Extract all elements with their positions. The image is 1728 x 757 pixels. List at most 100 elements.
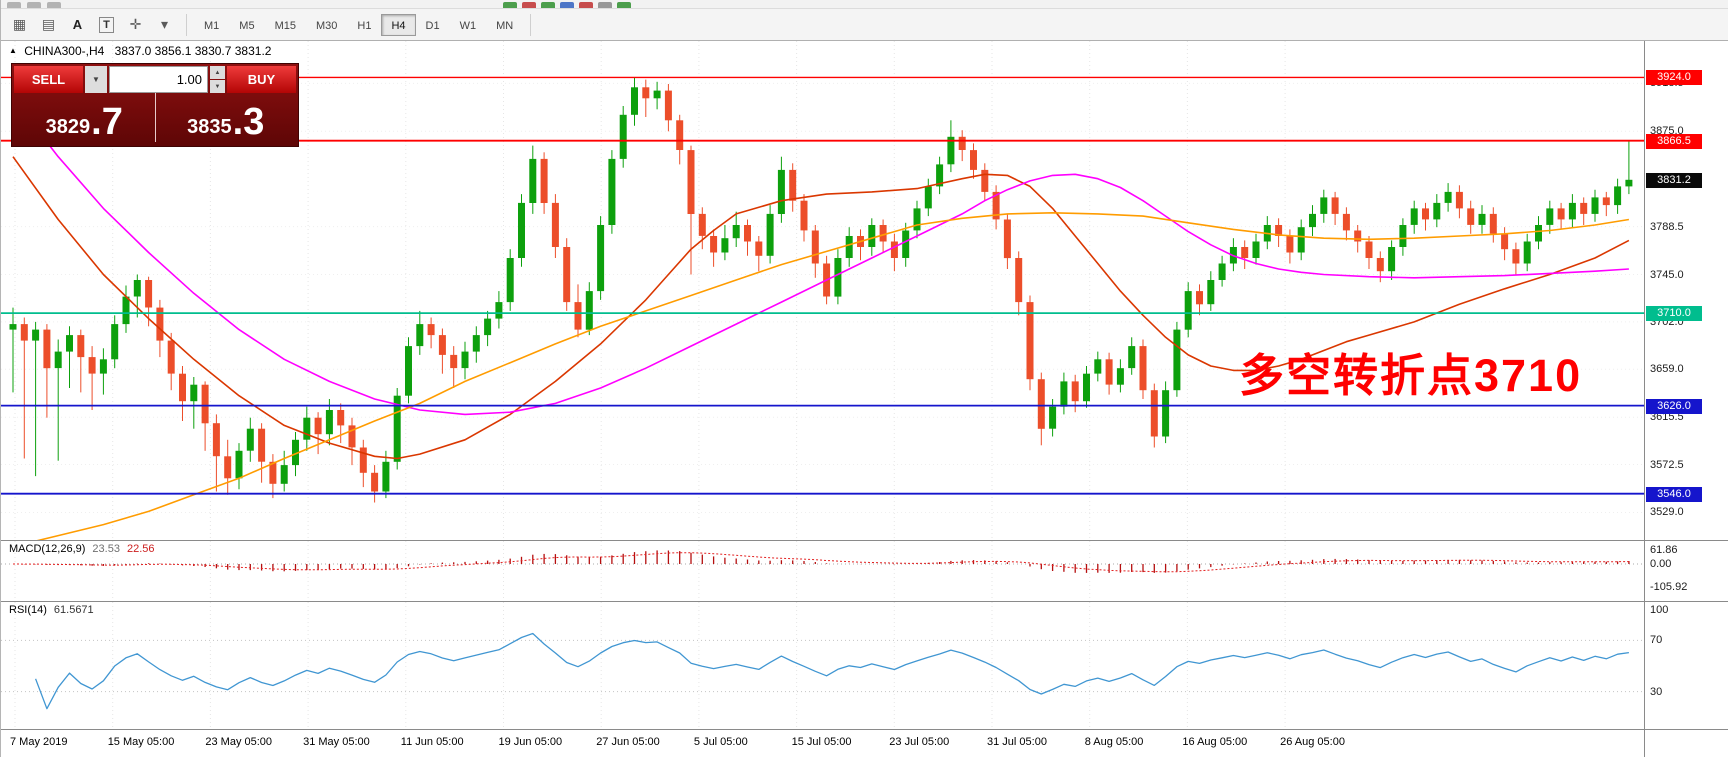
tools-dropdown-icon[interactable]: ▾: [160, 16, 169, 32]
timeframe-button-m1[interactable]: M1: [204, 19, 220, 32]
candle: [1365, 236, 1373, 269]
ma-orange-line[interactable]: [13, 212, 1630, 540]
candle: [1568, 194, 1576, 228]
price-badge-3546.0[interactable]: 3546.0: [1646, 486, 1702, 502]
timeframe-button-w1[interactable]: W1: [459, 19, 477, 32]
candle: [1173, 321, 1181, 397]
main-toolbar: ▦ ▤ A T ✛ ▾ M1 M5 M15 M30 H1 H4 D1 W1 MN: [1, 9, 1728, 41]
timeframe-button-h4[interactable]: H4: [381, 13, 416, 36]
ma-magenta-line[interactable]: [12, 97, 1629, 416]
chart-windows-icon[interactable]: ▦: [12, 16, 27, 32]
clipped-toolbar-icon[interactable]: [560, 2, 574, 8]
clipped-toolbar-icon[interactable]: [541, 2, 555, 8]
candle: [32, 321, 40, 477]
volume-dropdown-icon[interactable]: ▼: [85, 66, 107, 93]
candle: [1003, 213, 1011, 269]
rsi-plot[interactable]: [1, 602, 1644, 730]
candle: [540, 152, 548, 214]
current-price-badge: 3831.2: [1646, 172, 1702, 188]
candle: [1218, 255, 1226, 287]
clipped-toolbar-icon[interactable]: [47, 2, 61, 8]
candle: [777, 156, 785, 223]
volume-down-icon[interactable]: ▼: [210, 80, 225, 93]
candle: [970, 143, 977, 179]
candle: [924, 178, 932, 217]
sell-price[interactable]: 3829 .7: [14, 93, 156, 142]
candle: [427, 317, 435, 349]
y-axis-tick: 3745.0: [1650, 268, 1684, 281]
buy-price[interactable]: 3835 .3: [156, 93, 297, 142]
timeframe-button-m30[interactable]: M30: [315, 19, 338, 32]
timeframe-button-h1[interactable]: H1: [357, 19, 372, 32]
candle: [9, 307, 17, 393]
trade-panel-toggle-icon[interactable]: ▲: [9, 46, 17, 55]
price-badge-3924.0[interactable]: 3924.0: [1646, 70, 1702, 86]
candle: [438, 328, 446, 374]
candle: [1580, 197, 1588, 225]
timeframe-button-d1[interactable]: D1: [425, 19, 440, 32]
time-axis-label: 31 Jul 05:00: [987, 736, 1047, 748]
candle: [77, 329, 85, 393]
crosshair-tool-icon[interactable]: ✛: [129, 16, 142, 32]
candle: [1523, 233, 1531, 272]
clipped-toolbar-icon[interactable]: [522, 2, 536, 8]
candle: [1320, 189, 1328, 223]
clipped-toolbar-icon[interactable]: [579, 2, 593, 8]
candle: [337, 403, 345, 444]
clipped-toolbar-icon[interactable]: [503, 2, 517, 8]
clipped-toolbar-icon[interactable]: [598, 2, 612, 8]
tile-windows-icon[interactable]: ▤: [41, 16, 56, 32]
ma-red-line[interactable]: [12, 156, 1630, 460]
text-label-tool-icon[interactable]: A: [72, 17, 83, 32]
time-axis-label: 26 Aug 05:00: [1280, 736, 1345, 748]
candle: [574, 284, 582, 338]
candle: [280, 450, 288, 492]
candle: [1116, 359, 1124, 393]
y-axis-tick: 3659.0: [1650, 363, 1684, 376]
candle: [122, 285, 130, 333]
candle: [1286, 229, 1294, 264]
text-box-tool-icon[interactable]: T: [94, 13, 119, 37]
macd-plot[interactable]: [1, 541, 1644, 602]
sell-price-main: 3829: [45, 116, 91, 138]
clipped-toolbar-icon[interactable]: [617, 2, 631, 8]
candle: [1410, 200, 1418, 234]
timeframe-button-m5[interactable]: M5: [239, 19, 255, 32]
rsi-panel[interactable]: RSI(14) 61.5671: [1, 601, 1644, 730]
candle: [1196, 284, 1203, 316]
candle: [551, 194, 559, 258]
candle: [303, 406, 311, 451]
macd-axis-tick: 61.86: [1650, 544, 1678, 557]
candle: [890, 233, 898, 272]
clipped-toolbar-row: [1, 0, 1728, 9]
candle: [1207, 271, 1215, 311]
timeframe-button-m15[interactable]: M15: [274, 19, 296, 32]
timeframe-button-mn[interactable]: MN: [496, 19, 514, 32]
price-scale[interactable]: 3918.53875.03788.53745.03702.03659.03615…: [1644, 41, 1728, 540]
price-badge-3710.0[interactable]: 3710.0: [1646, 306, 1702, 322]
volume-stepper[interactable]: ▲ ▼: [210, 66, 225, 93]
volume-up-icon[interactable]: ▲: [210, 66, 225, 79]
time-axis[interactable]: 7 May 2019 15 May 05:00 23 May 05:00 31 May…: [1, 729, 1728, 757]
price-badge-3626.0[interactable]: 3626.0: [1646, 398, 1702, 414]
candle: [111, 315, 119, 369]
candle: [1184, 282, 1192, 338]
candle: [495, 291, 503, 329]
volume-input[interactable]: [109, 66, 208, 93]
clipped-toolbar-icon[interactable]: [27, 2, 41, 8]
macd-signal-value: 22.56: [126, 543, 155, 555]
candle: [721, 225, 729, 261]
time-axis-label: 27 Jun 05:00: [596, 736, 660, 748]
buy-button[interactable]: BUY: [227, 66, 296, 93]
candlestick-plot[interactable]: [1, 41, 1644, 540]
candle: [1444, 183, 1452, 212]
sell-button[interactable]: SELL: [14, 66, 83, 93]
price-badge-3866.5[interactable]: 3866.5: [1646, 133, 1702, 149]
price-chart-panel[interactable]: ▲ CHINA300-,H4 3837.0 3856.1 3830.7 3831…: [1, 41, 1644, 540]
candle: [1026, 295, 1034, 391]
candle: [1467, 200, 1475, 234]
clipped-toolbar-icon[interactable]: [7, 2, 21, 8]
macd-panel[interactable]: MACD(12,26,9) 23.53 22.56: [1, 540, 1644, 602]
candle: [518, 194, 525, 267]
toolbar-separator: [530, 13, 532, 36]
